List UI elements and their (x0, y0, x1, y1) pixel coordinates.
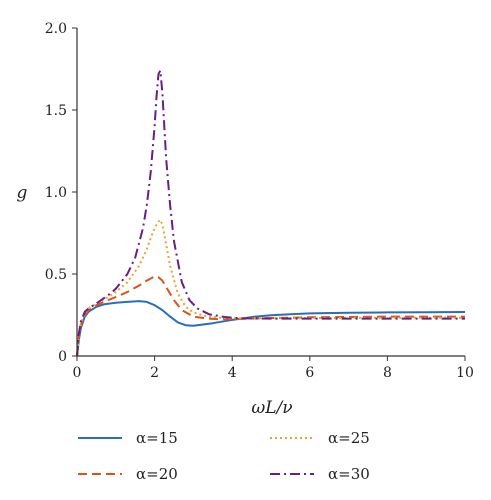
y-tick-label: 0 (58, 349, 67, 365)
y-axis-label: g (17, 183, 28, 203)
y-tick-label: 0.5 (45, 267, 67, 283)
y-tick-label: 1.5 (45, 103, 67, 119)
x-ticks: 0 2 4 6 8 10 (73, 356, 474, 381)
x-tick-label: 6 (305, 365, 314, 381)
y-ticks: 0 0.5 1.0 1.5 2.0 (45, 21, 77, 365)
x-axis-label: ωL/ν (251, 398, 292, 418)
legend: α=15 α=20 α=25 α=30 (78, 429, 370, 483)
x-tick-label: 0 (73, 365, 82, 381)
x-tick-label: 10 (456, 365, 474, 381)
x-tick-label: 8 (383, 365, 392, 381)
legend-label: α=20 (136, 465, 178, 483)
legend-label: α=25 (328, 429, 370, 447)
series-line (76, 300, 466, 357)
legend-label: α=30 (328, 465, 370, 483)
y-tick-label: 2.0 (45, 21, 67, 37)
series-line (76, 69, 465, 357)
plot-area (76, 69, 466, 357)
x-tick-label: 4 (228, 365, 237, 381)
legend-label: α=15 (136, 429, 178, 447)
y-tick-label: 1.0 (45, 185, 67, 201)
x-tick-label: 2 (150, 365, 159, 381)
